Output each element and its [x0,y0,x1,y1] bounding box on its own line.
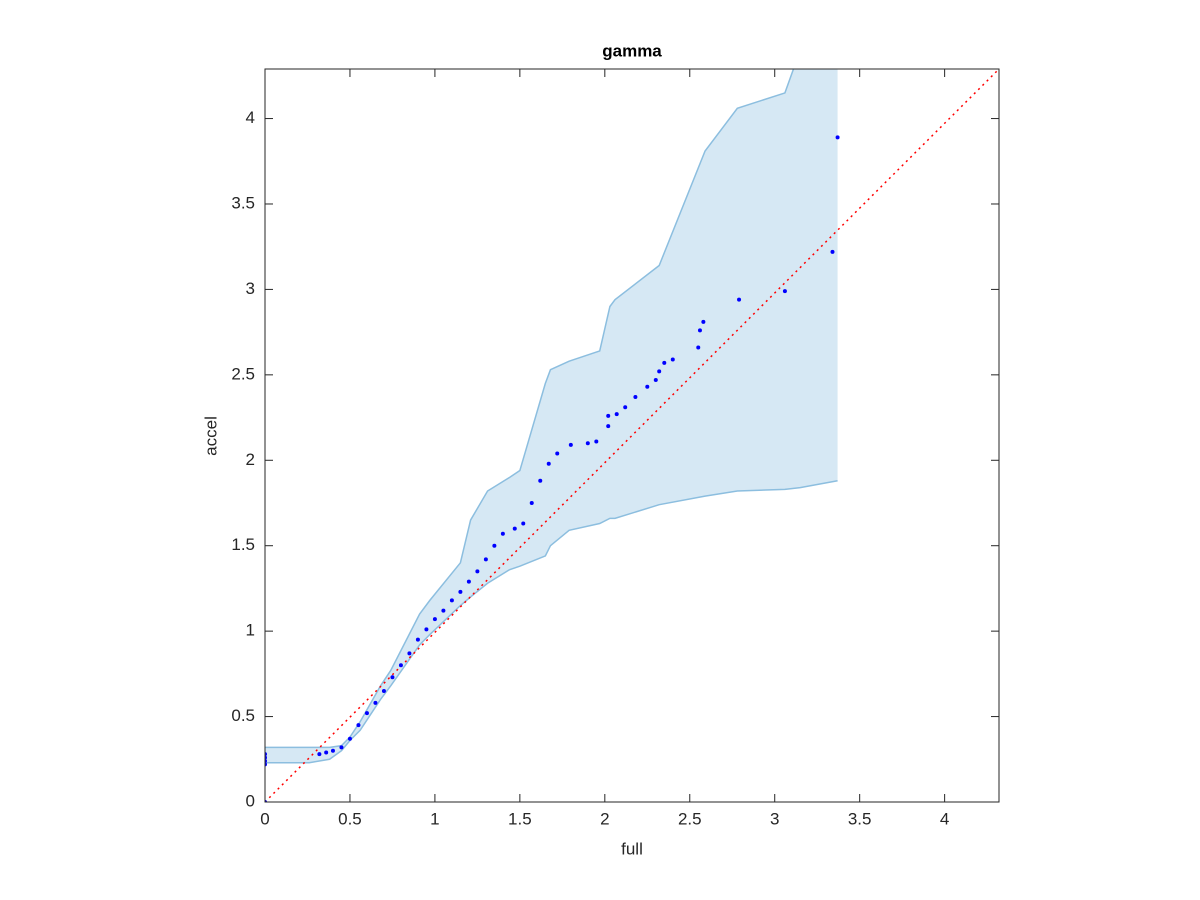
x-tick-label: 0.5 [338,809,362,828]
y-tick-label: 2.5 [231,364,255,383]
data-point [324,750,329,755]
data-point [381,688,386,693]
plot-area [265,69,999,802]
y-tick-label: 2 [246,450,255,469]
axes: 0 0.5 1 1.5 2 2.5 3 3.5 4 0 0.5 1 1.5 2 2.5 3 3.5 4 [231,68,1000,828]
data-point [606,413,611,418]
x-tick-label: 0 [260,809,269,828]
data-point [614,412,619,417]
data-point [317,752,322,757]
data-point [330,748,335,753]
data-point [432,617,437,622]
data-point [529,500,534,505]
data-point [670,357,675,362]
data-point [424,627,429,632]
data-point [407,651,412,656]
band-upper-edge [265,69,795,749]
data-point [483,557,488,562]
data-point [633,395,638,400]
axes-box [264,68,1000,803]
data-point [623,405,628,410]
data-point [568,442,573,447]
x-tick-label: 2.5 [678,809,702,828]
data-point [606,424,611,429]
y-tick-label: 0 [246,791,255,810]
data-point [398,663,403,668]
data-point [546,461,551,466]
data-point [449,598,454,603]
y-tick-label: 1 [246,621,255,640]
data-point [657,369,662,374]
data-point [475,569,480,574]
data-point [696,345,701,350]
data-point [521,521,526,526]
x-tick-label: 4 [940,809,949,828]
x-tick-label: 3.5 [848,809,872,828]
x-tick-label: 3 [770,809,779,828]
y-axis-label: accel [201,416,220,456]
data-point [538,478,543,483]
y-tick-label: 4 [246,108,255,127]
data-point [662,360,667,365]
confidence-band [265,69,838,763]
x-tick-label: 2 [600,809,609,828]
y-tick-label: 0.5 [231,706,255,725]
data-point [585,441,590,446]
data-point [737,297,742,302]
data-point [512,526,517,531]
data-point [492,543,497,548]
reference-line [265,69,999,802]
data-point [830,249,835,254]
x-tick-label: 1 [430,809,439,828]
data-point [347,736,352,741]
data-point [339,745,344,750]
y-tick-label: 1.5 [231,535,255,554]
data-point [466,579,471,584]
data-point [645,384,650,389]
data-point [356,723,361,728]
band-lower-edge [265,480,838,764]
data-point [701,319,706,324]
data-point [653,377,658,382]
y-tick-label: 3.5 [231,193,255,212]
data-point [594,439,599,444]
data-point [441,608,446,613]
y-tick-label: 3 [246,279,255,298]
data-point [835,135,840,140]
data-point [697,328,702,333]
x-axis-label: full [621,839,643,858]
data-point [364,711,369,716]
data-point [782,289,787,294]
data-point [415,637,420,642]
x-tick-label: 1.5 [508,809,532,828]
data-point [390,675,395,680]
data-point [373,700,378,705]
chart-title: gamma [602,41,662,60]
data-point [500,531,505,536]
data-point [458,589,463,594]
data-point [555,451,560,456]
